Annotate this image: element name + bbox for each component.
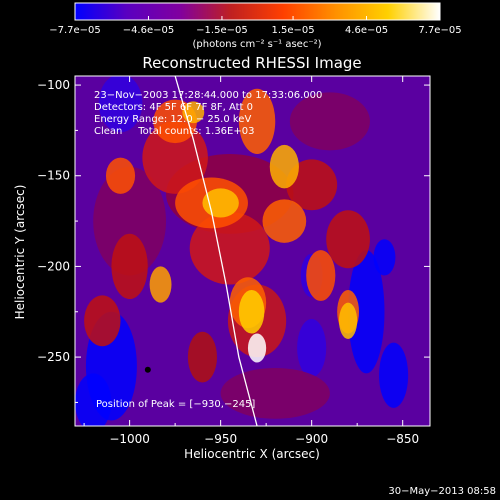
- peak-position-label: Position of Peak = [−930,−245]: [96, 399, 255, 410]
- colorbar-ticks: [74, 16, 441, 20]
- heatmap-blob: [238, 289, 265, 334]
- annotation-energy-range: Energy Range: 12.0 − 25.0 keV: [94, 114, 251, 125]
- heatmap-blob: [238, 88, 276, 154]
- x-axis-label: Heliocentric X (arcsec): [184, 447, 320, 461]
- y-tick-label: −200: [37, 259, 70, 273]
- heatmap-blob: [297, 319, 327, 378]
- heatmap-blob: [84, 295, 121, 347]
- heatmap-blob: [338, 302, 358, 339]
- heatmap-blob: [306, 250, 336, 301]
- heatmap-blob: [262, 199, 307, 243]
- x-axis-ticks: −1000 −950 −900 −850: [83, 76, 419, 446]
- heatmap-blob: [379, 342, 409, 408]
- heatmap-blob: [202, 188, 239, 218]
- y-tick-label: −250: [37, 350, 70, 364]
- colorbar-tick-label: 4.6e−05: [345, 25, 388, 36]
- heatmap-blob: [93, 166, 167, 276]
- heatmap-blob: [105, 157, 136, 194]
- peak-marker: [144, 366, 151, 373]
- heatmap-blob: [98, 76, 143, 133]
- colorbar-unit-label: (photons cm⁻² s⁻¹ asec⁻²): [192, 39, 321, 50]
- heatmap-blob: [289, 92, 370, 151]
- heatmap-blob: [286, 159, 338, 211]
- colorbar-tick-label: 7.7e−05: [418, 25, 461, 36]
- heatmap-blobs: [75, 76, 409, 426]
- colorbar-tick-labels: −7.7e−05 −4.6e−05 −1.5e−05 1.5e−05 4.6e−05 7.…: [49, 25, 461, 36]
- x-tick-label: −850: [386, 432, 419, 446]
- y-tick-label: −150: [37, 169, 70, 183]
- heatmap-blob: [247, 333, 267, 363]
- heatmap-blob: [187, 331, 217, 383]
- annotation-clean-counts: Clean Total counts: 1.36E+03: [94, 126, 254, 137]
- heatmap-blob: [182, 101, 205, 124]
- heatmap-blob: [373, 239, 396, 276]
- colorbar-tick-label: −7.7e−05: [49, 25, 101, 36]
- annotation-time-range: 23−Nov−2003 17:28:44.000 to 17:33:06.000: [94, 90, 322, 101]
- colorbar: [74, 2, 441, 21]
- chart-title: Reconstructed RHESSI Image: [142, 54, 361, 72]
- heatmap-blob: [149, 266, 172, 303]
- y-axis-ticks: −100 −150 −200 −250: [37, 78, 430, 403]
- heatmap-blob: [220, 367, 330, 419]
- plot-frame: [74, 75, 431, 427]
- heatmap-blob: [269, 144, 299, 189]
- y-tick-label: −100: [37, 78, 70, 92]
- footer-date: 30−May−2013 08:58: [388, 486, 496, 497]
- y-axis-label: Heliocentric Y (arcsec): [13, 185, 27, 320]
- heatmap-area: [75, 76, 430, 426]
- colorbar-tick-label: −4.6e−05: [123, 25, 175, 36]
- heatmap-blob: [326, 210, 370, 269]
- heatmap-blob: [189, 212, 270, 285]
- x-tick-label: −900: [295, 432, 328, 446]
- x-tick-label: −1000: [109, 432, 150, 446]
- solar-limb-curve: [174, 76, 258, 426]
- heatmap-blob: [75, 373, 112, 426]
- colorbar-tick-label: −1.5e−05: [196, 25, 248, 36]
- x-tick-label: −950: [204, 432, 237, 446]
- heatmap-blob: [348, 250, 385, 374]
- annotation-detectors: Detectors: 4F 5F 6F 7F 8F, Att 0: [94, 102, 253, 113]
- colorbar-tick-label: 1.5e−05: [271, 25, 314, 36]
- heatmap-blob: [142, 121, 208, 194]
- heatmap-blob: [111, 233, 148, 300]
